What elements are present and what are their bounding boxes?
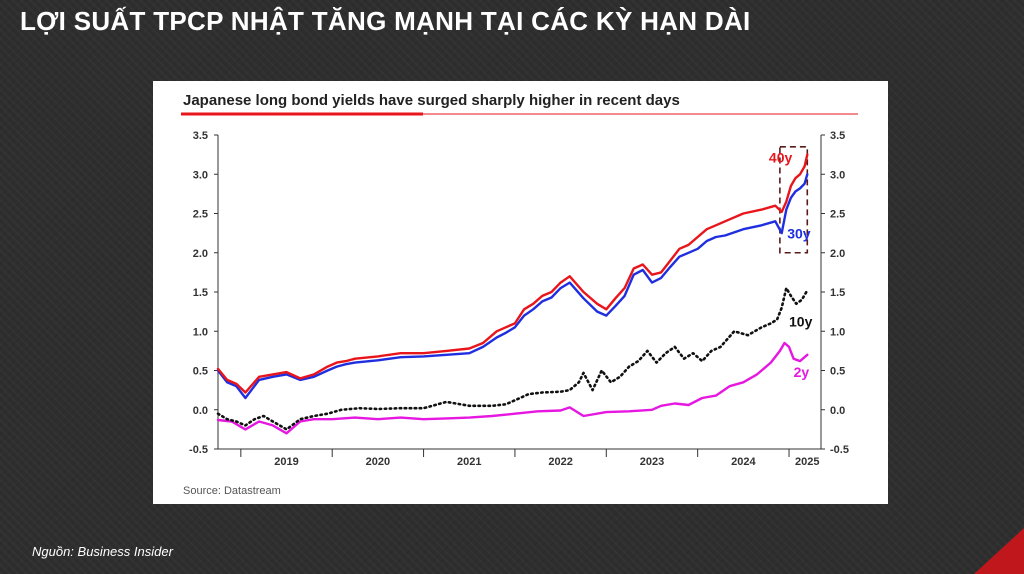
x-tick-label: 2021 bbox=[457, 456, 481, 468]
x-tick-label: 2022 bbox=[548, 456, 572, 468]
y-tick-label-right: 1.0 bbox=[830, 326, 845, 338]
x-tick-label: 2025 bbox=[795, 456, 819, 468]
x-tick-label: 2023 bbox=[640, 456, 664, 468]
series-label-40y: 40y bbox=[769, 149, 793, 165]
y-tick-label-left: 1.0 bbox=[193, 326, 208, 338]
y-tick-label-right: 3.5 bbox=[830, 130, 845, 142]
y-tick-label-right: 2.0 bbox=[830, 248, 845, 260]
y-tick-label-right: 0.5 bbox=[830, 366, 845, 378]
highlight-box bbox=[779, 145, 809, 254]
series-line-10y bbox=[216, 286, 809, 431]
series-line-2y bbox=[216, 341, 809, 435]
series-label-2y: 2y bbox=[794, 364, 810, 380]
source-label: Source: Datastream bbox=[183, 485, 281, 497]
plot-area: 3.5 3.5 3.0 3.0 2.5 2.5 2.0 2.0 1.5 1.5 1.0 1.0 0.5 0… bbox=[189, 130, 849, 468]
x-tick-label: 2024 bbox=[731, 456, 756, 468]
series-line-40y bbox=[216, 153, 809, 394]
series-line-30y bbox=[216, 173, 809, 400]
source-footer: Nguồn: Business Insider bbox=[32, 544, 173, 559]
chart-card: Japanese long bond yields have surged sh… bbox=[153, 81, 888, 504]
y-tick-label-left: 1.5 bbox=[193, 287, 208, 299]
y-tick-label-right: 0.0 bbox=[830, 405, 845, 417]
y-tick-label-left: 0.0 bbox=[193, 405, 208, 417]
y-tick-label-left: 3.0 bbox=[193, 169, 208, 181]
y-tick-label-left: 2.5 bbox=[193, 209, 208, 221]
series-label-30y: 30y bbox=[787, 226, 811, 242]
y-tick-label-right: -0.5 bbox=[830, 444, 849, 456]
y-tick-label-left: 2.0 bbox=[193, 248, 208, 260]
y-tick-label-left: -0.5 bbox=[189, 444, 208, 456]
x-tick-label: 2020 bbox=[366, 456, 390, 468]
x-tick-label: 2019 bbox=[274, 456, 298, 468]
series-label-10y: 10y bbox=[789, 314, 813, 330]
corner-accent bbox=[974, 528, 1024, 574]
y-tick-label-right: 3.0 bbox=[830, 169, 845, 181]
y-tick-label-right: 2.5 bbox=[830, 209, 845, 221]
y-tick-label-left: 0.5 bbox=[193, 366, 208, 378]
chart-title: Japanese long bond yields have surged sh… bbox=[183, 92, 680, 109]
slide-title: LỢI SUẤT TPCP NHẬT TĂNG MẠNH TẠI CÁC KỲ … bbox=[20, 6, 751, 36]
y-tick-label-right: 1.5 bbox=[830, 287, 845, 299]
chart: Japanese long bond yields have surged sh… bbox=[181, 92, 858, 497]
y-tick-label-left: 3.5 bbox=[193, 130, 208, 142]
